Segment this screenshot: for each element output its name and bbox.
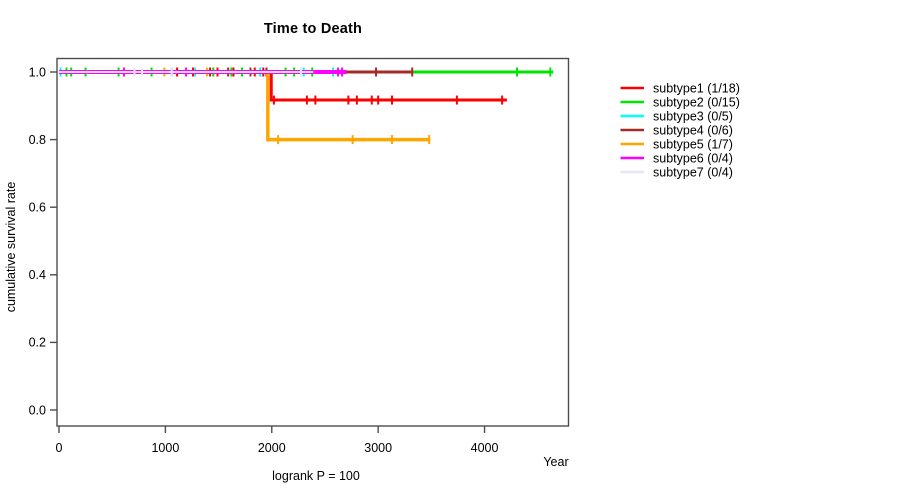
y-axis-tick-label: 0.8 (29, 133, 46, 147)
x-axis-tick-label: 1000 (151, 441, 179, 455)
y-axis-tick-label: 0.2 (29, 336, 46, 350)
x-axis-label: Year (543, 455, 569, 469)
legend-label-subtype7: subtype7 (0/4) (653, 165, 733, 179)
survival-curve-subtype1 (59, 70, 507, 102)
legend-label-subtype2: subtype2 (0/15) (653, 95, 740, 109)
y-axis-tick-label: 0.0 (29, 403, 46, 417)
legend-label-subtype1: subtype1 (1/18) (653, 81, 740, 95)
x-axis-tick-label: 4000 (471, 441, 499, 455)
chart-title: Time to Death (263, 21, 363, 37)
x-axis-tick-label: 3000 (364, 441, 392, 455)
y-axis-tick-label: 1.0 (29, 65, 46, 79)
y-axis-tick-label: 0.6 (29, 201, 46, 215)
legend-label-subtype4: subtype4 (0/6) (653, 123, 733, 137)
logrank-annotation: logrank P = 100 (272, 469, 360, 483)
plot-border (56, 57, 570, 427)
legend-label-subtype5: subtype5 (1/7) (653, 137, 733, 151)
legend-label-subtype3: subtype3 (0/5) (653, 109, 733, 123)
y-axis-tick-label: 0.4 (29, 268, 46, 282)
x-axis-tick-label: 2000 (258, 441, 286, 455)
legend-label-subtype6: subtype6 (0/4) (653, 151, 733, 165)
x-axis-tick-label: 0 (56, 441, 63, 455)
y-axis-label: cumulative survival rate (4, 181, 18, 313)
survival-curve-subtype5 (59, 70, 431, 142)
